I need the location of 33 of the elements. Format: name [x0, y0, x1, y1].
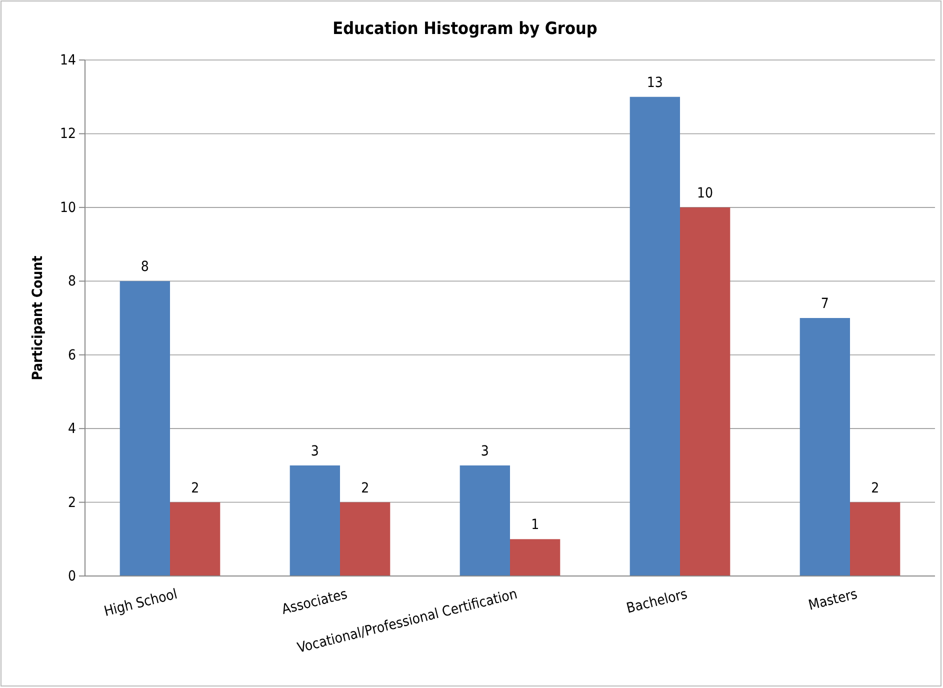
y-tick-label: 14	[60, 52, 76, 68]
data-label: 3	[310, 443, 319, 460]
x-tick-label: Bachelors	[624, 586, 689, 617]
bar	[340, 502, 390, 576]
data-label: 10	[697, 185, 714, 202]
bar	[290, 465, 340, 576]
x-tick-label: Masters	[806, 586, 859, 614]
chart-title: Education Histogram by Group	[332, 19, 598, 39]
data-label: 7	[820, 296, 829, 312]
y-tick-label: 10	[60, 200, 76, 216]
data-label: 3	[480, 443, 489, 460]
data-label: 2	[871, 480, 880, 496]
y-axis-title: Participant Count	[30, 256, 46, 380]
data-label: 2	[361, 480, 370, 496]
bar	[680, 207, 730, 576]
bar	[120, 281, 170, 576]
y-tick-label: 4	[68, 421, 76, 438]
bar	[850, 502, 900, 576]
y-tick-label: 12	[60, 126, 76, 142]
bar	[510, 539, 560, 576]
data-label: 13	[646, 74, 663, 91]
bar	[460, 465, 510, 576]
y-tick-label: 8	[68, 274, 76, 290]
bar	[630, 96, 680, 576]
y-tick-label: 0	[68, 568, 76, 584]
y-tick-label: 6	[68, 347, 76, 364]
y-tick-label: 2	[68, 494, 76, 511]
x-tick-label: High School	[102, 586, 179, 620]
data-label: 1	[531, 517, 540, 534]
bar	[800, 318, 850, 576]
data-label: 8	[140, 259, 149, 276]
data-label: 2	[191, 480, 200, 496]
bar	[170, 502, 220, 576]
